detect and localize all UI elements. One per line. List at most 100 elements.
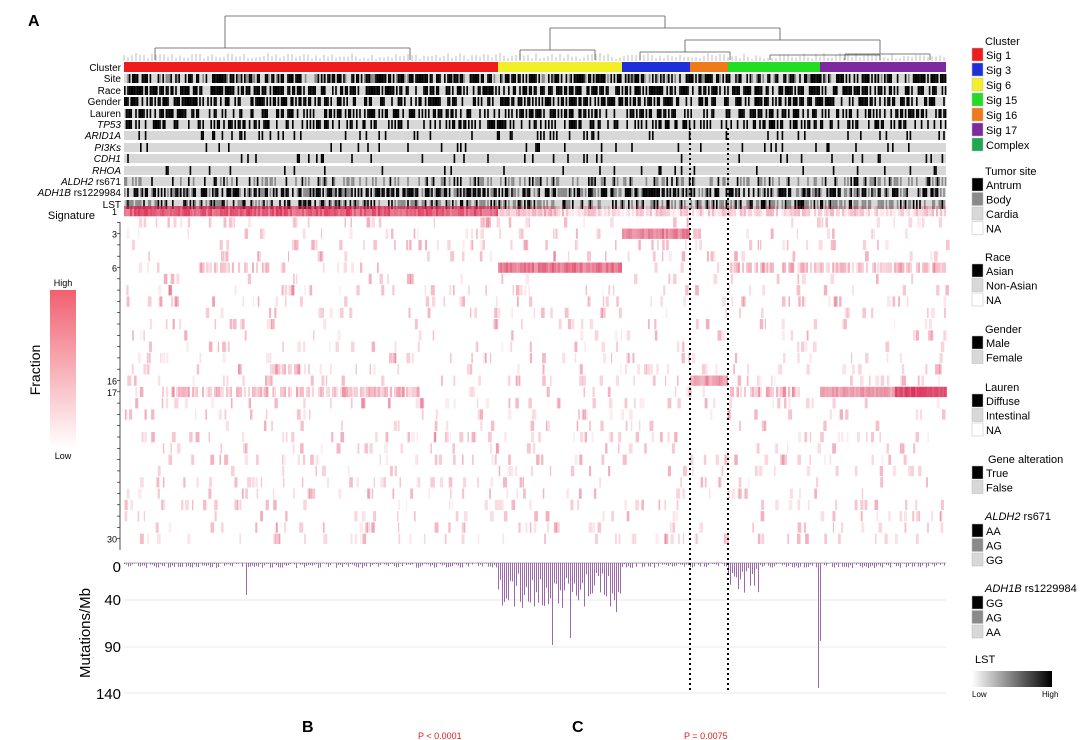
- legend-item-label: Diffuse: [986, 396, 1020, 408]
- mutation-tick-140: 140: [96, 686, 121, 703]
- legend-swatch: [971, 292, 984, 307]
- legend-swatch: [971, 624, 984, 639]
- legend-race-title: Race: [985, 252, 1011, 264]
- legend-lst-title: LST: [975, 654, 995, 666]
- legend-item-label: False: [986, 483, 1013, 495]
- track-label-rhoa: RHOA: [92, 166, 121, 177]
- legend-tumor-site-title: Tumor site: [985, 166, 1037, 178]
- legend-item-label: AG: [986, 541, 1002, 553]
- legend-swatch: [971, 335, 984, 350]
- legend-swatch: [971, 177, 984, 192]
- legend-item-label: Sig 15: [986, 95, 1017, 107]
- signature-label: Signature: [48, 210, 95, 222]
- panel-c-label: C: [572, 719, 584, 736]
- legend-item-label: Sig 17: [986, 125, 1017, 137]
- legend-gene-alteration-title: Gene alteration: [988, 454, 1063, 466]
- track-label-cluster: Cluster: [89, 63, 121, 74]
- track-label-lst: LST: [103, 200, 121, 211]
- track-label-site: Site: [104, 74, 122, 85]
- legend-lauren-title: Lauren: [985, 382, 1019, 394]
- legend-item-label: AA: [986, 526, 1001, 538]
- legend-item-label: Female: [986, 353, 1023, 365]
- legend-swatch: [971, 206, 984, 221]
- panel-b-label: B: [302, 719, 314, 736]
- legend-swatch: [971, 480, 984, 494]
- legend-swatch: [971, 62, 984, 77]
- legend-cluster-title: Cluster: [985, 36, 1020, 48]
- legend-swatch: [971, 47, 984, 62]
- legend-item-label: Complex: [986, 140, 1030, 152]
- p-value-c: P = 0.0075: [684, 731, 728, 740]
- legend-item-label: Antrum: [986, 180, 1021, 192]
- legend-swatch: [971, 552, 984, 567]
- legend-item-label: Non-Asian: [986, 281, 1037, 293]
- fraction-high-label: High: [54, 278, 73, 288]
- legend-gender-title: Gender: [985, 324, 1022, 336]
- signature-row-label: 1: [112, 207, 117, 217]
- legend-swatch: [971, 523, 984, 538]
- cluster-dendrogram: [123, 15, 945, 61]
- legend-lst-gradient: [972, 671, 1052, 687]
- legend-swatch: [971, 77, 984, 92]
- legend-swatch: [971, 137, 984, 152]
- legend-item-label: AG: [986, 613, 1002, 625]
- fraction-title: Fraction: [27, 345, 43, 396]
- legend-swatch: [971, 350, 984, 364]
- legend-item-label: GG: [986, 598, 1003, 610]
- legend-item-label: Cardia: [986, 209, 1019, 221]
- legend-tumor-site: Antrum Body Cardia NA: [971, 177, 1021, 236]
- legend-item-label: AA: [986, 627, 1001, 639]
- mutation-tick-40: 40: [104, 592, 121, 609]
- mutation-tick-0: 0: [113, 559, 121, 576]
- legend-swatch: [971, 192, 984, 206]
- legend-lst-low: Low: [972, 690, 987, 699]
- legend-swatch: [971, 408, 984, 422]
- track-label-adh1b: ADH1B rs1229984: [37, 188, 122, 199]
- legend-gene-alteration: True False: [971, 465, 1013, 495]
- fraction-low-label: Low: [55, 451, 72, 461]
- legend-adh1b-title: ADH1B rs1229984: [984, 583, 1077, 595]
- legend-aldh2-title: ALDH2 rs671: [984, 511, 1051, 523]
- annotation-tracks: [124, 62, 947, 209]
- legend-swatch: [971, 595, 984, 610]
- mutation-axis-title: Mutations/Mb: [77, 588, 94, 678]
- mutation-axis: Mutations/Mb 0 40 90 140: [77, 559, 121, 703]
- legend-swatch: [971, 610, 984, 624]
- legend-item-label: Intestinal: [986, 411, 1030, 423]
- legend-item-label: NA: [986, 224, 1002, 236]
- track-labels: Cluster Site Race Gender Lauren TP53 ARI…: [37, 63, 122, 211]
- track-label-lauren: Lauren: [90, 109, 121, 120]
- legend-item-label: Male: [986, 338, 1010, 350]
- legend-swatch: [971, 422, 984, 437]
- mutation-burden-bars: [124, 562, 946, 694]
- legend-gender: Male Female: [971, 335, 1023, 365]
- legend-item-label: Asian: [986, 266, 1014, 278]
- track-label-tp53: TP53: [97, 120, 121, 131]
- legend-adh1b: GG AG AA: [971, 595, 1003, 639]
- track-label-cdh1: CDH1: [94, 154, 121, 165]
- legend-item-label: True: [986, 468, 1008, 480]
- signature-row-label: 17: [107, 388, 117, 398]
- legend-cluster: Sig 1 Sig 3 Sig 6 Sig 15 Sig 16 Sig 17 Complex: [971, 47, 1030, 152]
- legend-item-label: NA: [986, 295, 1002, 307]
- signature-heatmap: [124, 206, 950, 544]
- track-label-arid1a: ARID1A: [84, 131, 121, 142]
- legend-aldh2: AA AG GG: [971, 523, 1003, 567]
- legend-item-label: Sig 3: [986, 65, 1011, 77]
- signature-row-label: 30: [107, 535, 117, 545]
- track-label-pi3ks: PI3Ks: [94, 143, 121, 154]
- legend-item-label: Sig 6: [986, 80, 1011, 92]
- legend-item-label: Sig 1: [986, 50, 1011, 62]
- signature-row-label: 6: [112, 264, 117, 274]
- signature-row-label: 16: [107, 377, 117, 387]
- legend-item-label: NA: [986, 425, 1002, 437]
- legend-swatch: [971, 122, 984, 137]
- fraction-colorbar: [50, 290, 76, 448]
- legend-item-label: Body: [986, 195, 1012, 207]
- legend-lst-high: High: [1042, 690, 1058, 699]
- legend-race: Asian Non-Asian NA: [971, 263, 1037, 307]
- legend-swatch: [971, 92, 984, 107]
